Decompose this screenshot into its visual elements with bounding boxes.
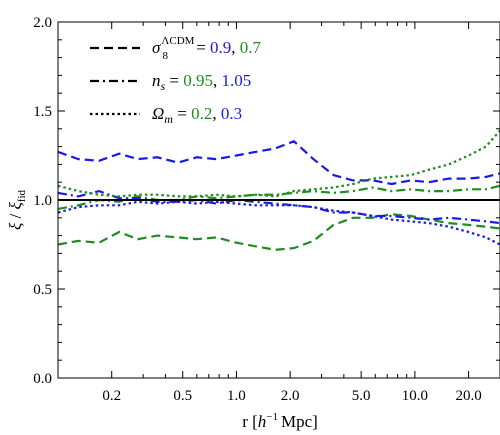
- legend-entry: σΛCDM 8 = 0.9, 0.7: [152, 35, 262, 62]
- x-tick-label: 1.0: [227, 388, 246, 404]
- series-group: [57, 129, 500, 251]
- series-line-4-dashdot: [57, 189, 500, 225]
- x-tick-label: 0.2: [102, 388, 121, 404]
- legend: σΛCDM 8 = 0.9, 0.7 ns = 0.95, 1.05 Ωm = 0.2…: [90, 35, 262, 126]
- y-tick-label: 2.0: [33, 15, 52, 31]
- y-tick-label: 0.0: [33, 371, 52, 387]
- legend-entry: ns = 0.95, 1.05: [152, 71, 251, 93]
- x-tick-label: 0.5: [173, 388, 192, 404]
- axis-ticks: 0.2 0.5 1.0 2.0 5.0 10.0 20.0 0.0 0.5 1.0 1.5 2.0: [33, 15, 500, 404]
- y-tick-label: 1.0: [33, 193, 52, 209]
- series-line-1-dashed: [57, 140, 500, 186]
- y-tick-label: 0.5: [33, 282, 52, 298]
- series-line-5-dotted: [57, 129, 500, 198]
- x-tick-label: 10.0: [402, 388, 428, 404]
- y-axis-label: ξ / ξfid: [6, 189, 28, 230]
- x-tick-label: 20.0: [455, 388, 481, 404]
- series-line-2-dashed: [57, 213, 500, 251]
- x-axis-label: r [h−1 Mpc]: [242, 411, 318, 431]
- series-line-6-dotted: [57, 200, 500, 246]
- x-tick-label: 5.0: [352, 388, 371, 404]
- y-tick-label: 1.5: [33, 104, 52, 120]
- x-tick-label: 2.0: [281, 388, 300, 404]
- legend-entry: Ωm = 0.2, 0.3: [152, 104, 242, 126]
